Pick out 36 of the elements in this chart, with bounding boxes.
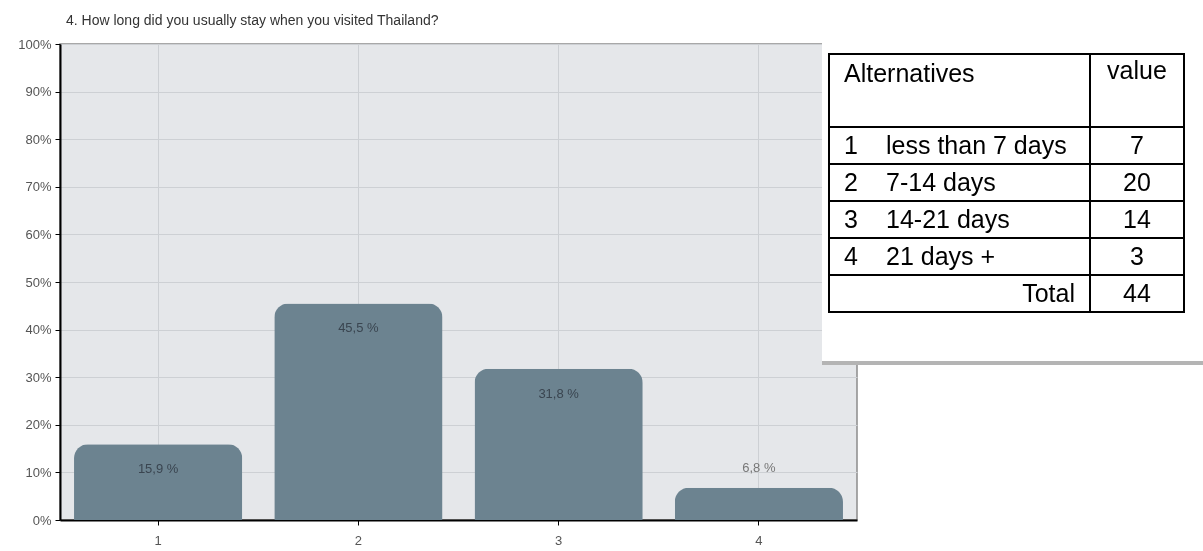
data-label: 45,5 % bbox=[338, 320, 380, 336]
bar bbox=[74, 444, 243, 520]
y-tick-label: 0% bbox=[32, 512, 52, 528]
x-tick-label: 1 bbox=[154, 532, 162, 548]
y-tick-label: 20% bbox=[25, 417, 52, 433]
y-tick-label: 50% bbox=[25, 274, 52, 290]
bar bbox=[674, 487, 843, 520]
category-label: 4 21 days + bbox=[829, 238, 1090, 275]
y-tick-label: 10% bbox=[25, 464, 52, 480]
bar bbox=[274, 303, 443, 520]
category-label: 3 14-21 days bbox=[829, 201, 1090, 238]
y-tick-label: 70% bbox=[25, 179, 52, 195]
data-label: 20 bbox=[1090, 164, 1184, 201]
text: value bbox=[1090, 54, 1184, 127]
x-tick-label: 4 bbox=[755, 532, 763, 548]
category-label: 1 less than 7 days bbox=[829, 127, 1090, 164]
text: Alternatives bbox=[829, 54, 1090, 127]
x-tick-label: 3 bbox=[555, 532, 563, 548]
y-tick-label: 90% bbox=[25, 84, 52, 100]
data-label: 3 bbox=[1090, 238, 1184, 275]
data-label: 31,8 % bbox=[538, 385, 580, 401]
text: Total bbox=[829, 275, 1090, 312]
category-label: 2 7-14 days bbox=[829, 164, 1090, 201]
y-tick-label: 40% bbox=[25, 322, 52, 338]
data-label: 7 bbox=[1090, 127, 1184, 164]
y-tick-label: 60% bbox=[25, 226, 52, 242]
data-label: 15,9 % bbox=[137, 461, 179, 477]
chart-title: 4. How long did you usually stay when you visited Thailand? bbox=[66, 12, 439, 28]
y-tick-label: 30% bbox=[25, 369, 52, 385]
bar bbox=[474, 368, 643, 520]
data-label: 6,8 % bbox=[742, 459, 776, 475]
data-label: 14 bbox=[1090, 201, 1184, 238]
y-tick-label: 100% bbox=[18, 36, 52, 52]
y-tick-label: 80% bbox=[25, 131, 52, 147]
text: 44 bbox=[1123, 279, 1151, 307]
x-tick-label: 2 bbox=[354, 532, 362, 548]
